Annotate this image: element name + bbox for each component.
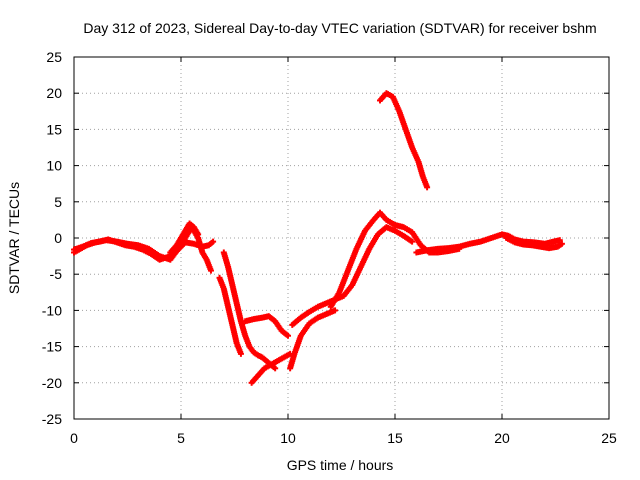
x-tick-label: 15	[387, 430, 403, 446]
data-point	[424, 184, 431, 191]
data-point	[409, 238, 416, 245]
grid	[74, 57, 609, 419]
y-tick-label: 20	[46, 85, 62, 101]
y-tick-label: -20	[42, 375, 62, 391]
data-point	[210, 238, 217, 245]
data-point	[207, 267, 214, 274]
data-point	[558, 240, 565, 247]
axis-ticks: 0 5 10 15 20 25 -25 -20 -15 -10 -5 0 5 10 15 20 25	[42, 49, 617, 446]
y-tick-label: 10	[46, 158, 62, 174]
y-tick-label: -5	[50, 266, 63, 282]
y-tick-label: 5	[54, 194, 62, 210]
x-tick-label: 20	[494, 430, 510, 446]
data-point	[195, 231, 202, 238]
x-tick-label: 5	[177, 430, 185, 446]
x-tick-label: 10	[280, 430, 296, 446]
data-point	[285, 332, 291, 339]
y-tick-label: -15	[42, 339, 62, 355]
y-tick-label: 25	[46, 49, 62, 65]
y-tick-label: 15	[46, 121, 62, 137]
data-points	[71, 90, 565, 386]
x-tick-label: 25	[601, 430, 617, 446]
chart-title: Day 312 of 2023, Sidereal Day-to-day VTE…	[83, 20, 596, 36]
y-tick-label: -25	[42, 411, 62, 427]
data-point	[272, 365, 279, 372]
x-tick-label: 0	[70, 430, 78, 446]
x-axis-label: GPS time / hours	[287, 457, 394, 473]
y-tick-label: -10	[42, 302, 62, 318]
y-tick-label: 0	[54, 230, 62, 246]
y-axis-label: SDTVAR / TECUs	[6, 182, 22, 294]
data-point	[332, 307, 339, 314]
data-point	[237, 350, 244, 357]
